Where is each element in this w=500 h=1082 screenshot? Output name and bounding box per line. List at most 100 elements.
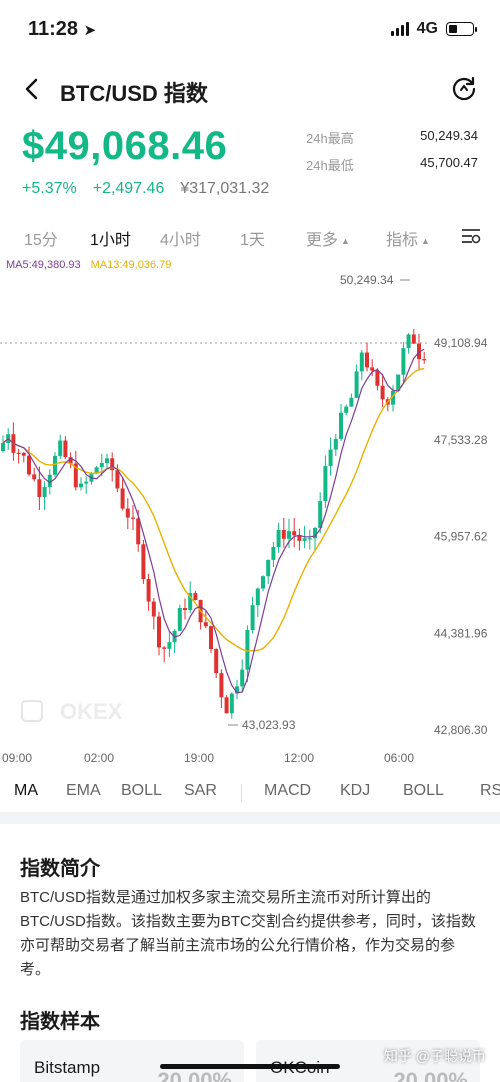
candle-body (151, 601, 156, 617)
candle-body (105, 458, 109, 463)
candle-body (323, 466, 328, 502)
y-tick-label: 49,108.94 (434, 336, 488, 350)
sample-card[interactable]: Bitstamp 20.00% (20, 1040, 244, 1082)
tab-1h[interactable]: 1小时 (90, 232, 131, 249)
high-annotation: 50,249.34 (340, 273, 394, 287)
cny-price: ¥317,031.32 (180, 180, 270, 197)
sample-card[interactable]: OKCoin 20.00% (256, 1040, 480, 1082)
page-title: BTC/USD 指数 (60, 81, 208, 106)
tab-more[interactable]: 更多 ▲ (306, 226, 350, 250)
candle-body (58, 440, 63, 456)
battery-icon (446, 22, 477, 36)
candle-body (188, 593, 193, 611)
refresh-icon[interactable] (450, 74, 478, 102)
candle-body (42, 487, 47, 497)
candle-body (344, 406, 349, 413)
candle-body (266, 559, 271, 577)
ma-legend: MA5:49,380.93 MA13:49,036.79 (6, 259, 171, 271)
x-tick-label: 06:00 (384, 751, 414, 765)
ind-sar[interactable]: SAR (184, 782, 217, 799)
candle-body (53, 455, 57, 475)
ma5-line (2, 348, 425, 694)
ind-kdj[interactable]: KDJ (340, 782, 371, 799)
price-changes: +5.37% +2,497.46 ¥317,031.32 (22, 180, 269, 198)
tab-4h[interactable]: 4小时 (160, 232, 201, 249)
candle-body (359, 352, 364, 372)
last-price: $49,068.46 (22, 124, 228, 168)
home-indicator[interactable] (160, 1064, 340, 1069)
candle-body (354, 371, 359, 398)
y-tick-label: 44,381.96 (434, 626, 488, 640)
candle-body (125, 508, 130, 518)
candle-body (203, 622, 208, 627)
ind-rsi[interactable]: RS (480, 782, 500, 799)
ind-boll[interactable]: BOLL (121, 782, 162, 799)
x-tick-label: 19:00 (184, 751, 214, 765)
ind-macd[interactable]: MACD (264, 782, 312, 799)
candle-body (209, 626, 213, 650)
candle-body (79, 483, 83, 488)
interval-tabs: 15分 1小时 4小时 1天 更多 ▲ 指标 ▲ (0, 222, 500, 250)
candle-body (339, 412, 343, 439)
candle-body (27, 455, 31, 475)
candle-body (1, 443, 5, 452)
tab-1d[interactable]: 1天 (240, 232, 265, 249)
y-tick-label: 47,533.28 (434, 433, 488, 447)
back-icon[interactable] (18, 74, 48, 104)
intro-text: BTC/USD指数是通过加权多家主流交易所主流币对所计算出的BTC/USD指数。… (20, 889, 476, 978)
high-value: 50,249.34 (420, 128, 478, 143)
candle-body (255, 588, 260, 606)
candle-body (313, 527, 317, 539)
ind-ma[interactable]: MA (14, 782, 38, 799)
chart-settings-icon[interactable] (460, 226, 482, 246)
sample-weight: 20.00% (393, 1068, 468, 1082)
change-absolute: +2,497.46 (92, 180, 165, 197)
okex-logo-icon (21, 700, 43, 722)
candle-body (177, 608, 182, 631)
candle-body (240, 669, 245, 687)
tab-15m[interactable]: 15分 (24, 232, 58, 249)
indicator-tabs: MA EMA BOLL SAR MACD KDJ BOLL RS (0, 772, 500, 812)
candle-body (157, 616, 161, 648)
candle-body (37, 479, 42, 497)
candle-body (68, 457, 73, 464)
candle-body (136, 518, 141, 545)
status-indicators: 4G (390, 20, 477, 38)
ma13-legend: MA13:49,036.79 (90, 259, 172, 271)
candle-body (375, 370, 380, 386)
status-time: 11:28 ➤ (28, 18, 97, 40)
candle-body (110, 458, 115, 471)
high-label: 24h最高 (306, 131, 354, 146)
candle-body (32, 474, 37, 480)
candle-body (219, 673, 224, 698)
candle-body (224, 697, 229, 714)
ma13-line (2, 367, 425, 652)
caret-down-icon: ▲ (341, 235, 350, 246)
caret-down-icon: ▲ (421, 235, 430, 246)
candle-body (120, 488, 125, 509)
sample-weight: 20.00% (157, 1068, 232, 1082)
candle-body (333, 438, 338, 450)
divider (241, 784, 242, 802)
candle-body (73, 463, 78, 488)
candle-body (271, 547, 276, 560)
tab-indicators[interactable]: 指标 ▲ (386, 226, 430, 250)
candle-body (349, 397, 354, 407)
ind-ema[interactable]: EMA (66, 782, 101, 799)
candle-body (94, 467, 99, 474)
ind-boll-sub[interactable]: BOLL (403, 782, 444, 799)
candle-body (214, 649, 219, 674)
candle-body (99, 462, 104, 468)
low-label: 24h最低 (306, 158, 354, 173)
x-tick-label: 02:00 (84, 751, 114, 765)
candle-body (21, 452, 26, 456)
candle-body (318, 501, 323, 528)
x-tick-label: 09:00 (2, 751, 32, 765)
candle-body (396, 374, 401, 391)
y-tick-label: 42,806.30 (434, 723, 488, 737)
intro-title: 指数简介 (20, 858, 100, 880)
candlestick-chart[interactable]: 49,108.94 47,533.28 45,957.62 44,381.96 42,8… (0, 255, 500, 767)
candle-body (281, 529, 286, 539)
candle-body (307, 538, 312, 540)
x-tick-label: 12:00 (284, 751, 314, 765)
